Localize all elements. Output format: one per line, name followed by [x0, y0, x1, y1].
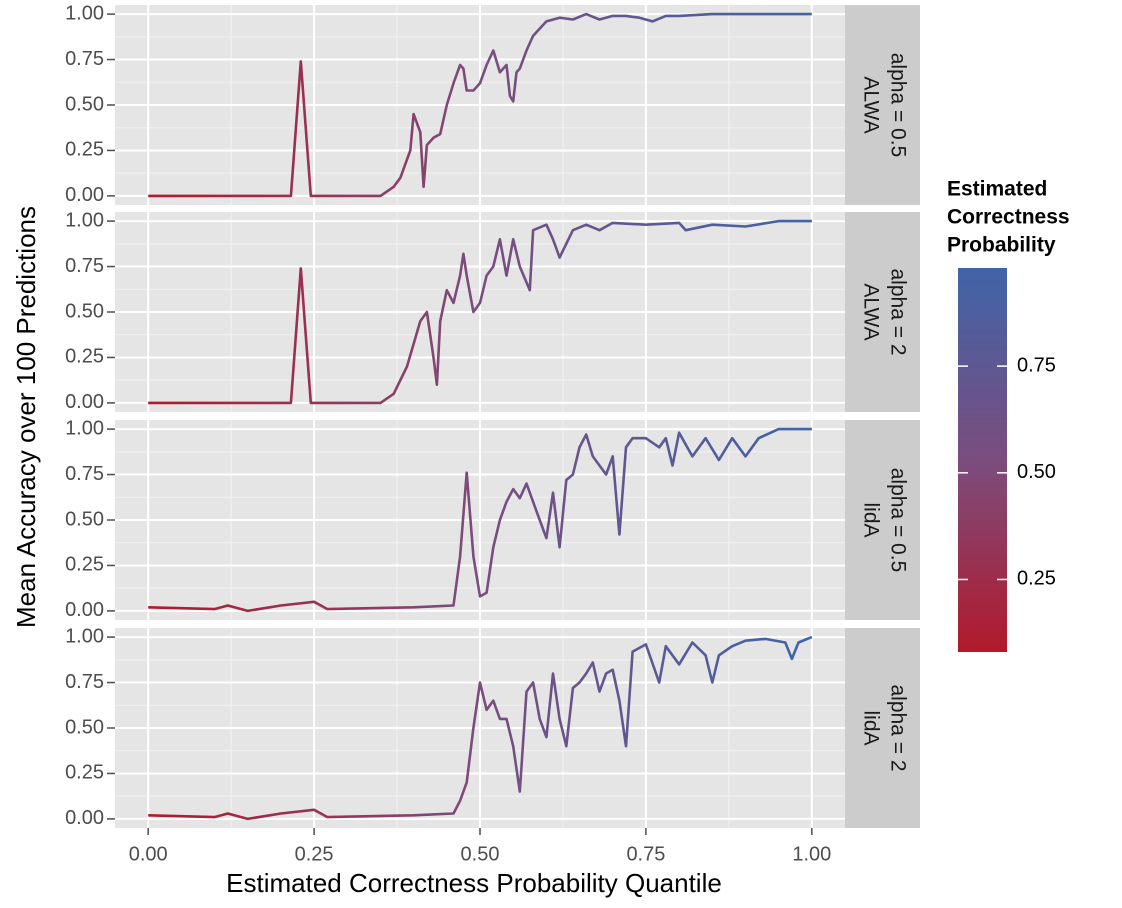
strip-label: ALWA: [859, 76, 882, 133]
y-tick-label: 1.00: [65, 209, 104, 231]
x-tick-label: 1.00: [792, 843, 831, 865]
y-tick-label: 1.00: [65, 417, 104, 439]
strip: [845, 212, 920, 412]
strip: [845, 628, 920, 828]
y-tick-label: 0.75: [65, 671, 104, 693]
colorbar-tick-label: 0.75: [1017, 354, 1056, 376]
y-tick-label: 0.25: [65, 139, 104, 161]
y-tick-label: 0.00: [65, 807, 104, 829]
strip-label: ALWA: [859, 283, 882, 340]
colorbar-tick-label: 0.25: [1017, 568, 1056, 590]
data-line: [148, 635, 813, 821]
y-tick-label: 1.00: [65, 2, 104, 24]
y-tick-label: 0.50: [65, 508, 104, 530]
y-tick-label: 0.00: [65, 599, 104, 621]
x-tick-label: 0.25: [295, 843, 334, 865]
x-tick-label: 0.50: [461, 843, 500, 865]
y-tick-label: 0.75: [65, 255, 104, 277]
strip: [845, 5, 920, 205]
strip-label: lidA: [859, 710, 882, 745]
y-tick-label: 0.00: [65, 391, 104, 413]
legend-title: Correctness: [947, 206, 1070, 229]
y-tick-label: 0.00: [65, 184, 104, 206]
legend-title: Probability: [947, 234, 1056, 257]
data-line: [148, 219, 812, 405]
y-tick-label: 0.25: [65, 554, 104, 576]
colorbar-tick-label: 0.50: [1017, 461, 1056, 483]
strip-label: alpha = 2: [886, 269, 909, 356]
y-tick-label: 0.50: [65, 716, 104, 738]
strip: [845, 420, 920, 620]
y-tick-label: 0.50: [65, 93, 104, 115]
x-tick-label: 0.75: [626, 843, 665, 865]
strip-label: lidA: [859, 502, 882, 537]
y-tick-label: 0.75: [65, 48, 104, 70]
data-line: [148, 427, 812, 613]
strip-label: alpha = 0.5: [886, 468, 909, 573]
colorbar: [958, 268, 1007, 652]
x-tick-label: 0.00: [129, 843, 168, 865]
strip-label: alpha = 2: [886, 685, 909, 772]
strip-label: alpha = 0.5: [886, 53, 909, 158]
y-tick-label: 0.25: [65, 346, 104, 368]
x-axis-title: Estimated Correctness Probability Quanti…: [226, 868, 722, 898]
y-tick-label: 0.75: [65, 463, 104, 485]
y-axis-title: Mean Accuracy over 100 Predictions: [11, 206, 41, 628]
data-line: [148, 12, 812, 198]
y-tick-label: 0.25: [65, 762, 104, 784]
y-tick-label: 1.00: [65, 625, 104, 647]
legend-title: Estimated: [947, 178, 1047, 201]
y-tick-label: 0.50: [65, 300, 104, 322]
